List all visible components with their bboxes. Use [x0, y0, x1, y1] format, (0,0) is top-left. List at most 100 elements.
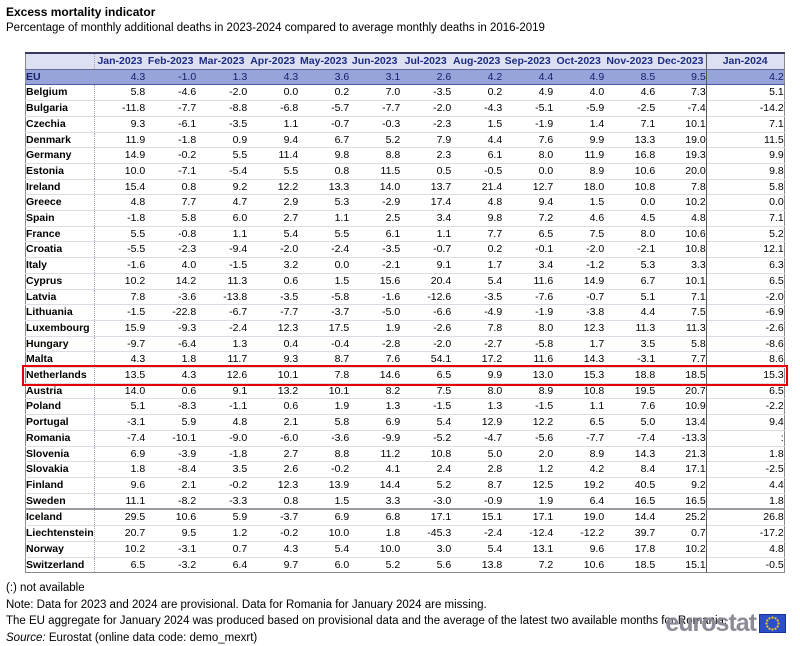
table-cell: -0.4 — [298, 335, 350, 352]
table-row: Sweden 11.1 -8.2 -3.3 0.8 1.5 3.3 -3.0 -0.9 1.9 6.… — [25, 492, 785, 510]
table-cell: 8.9 — [553, 445, 605, 462]
table-cell: 1.2 — [502, 461, 554, 478]
table-cell: 0.2 — [451, 84, 503, 101]
table-cell: 4.3 — [247, 69, 299, 86]
table-cell: 4.8 — [451, 194, 503, 211]
table-cell: 3.2 — [247, 257, 299, 274]
table-cell: 8.9 — [553, 162, 605, 180]
row-label: Malta — [25, 351, 95, 368]
table-cell: 16.5 — [655, 492, 707, 510]
table-cell: 1.8 — [145, 351, 197, 368]
table-cell: -2.5 — [604, 100, 656, 117]
table-cell: 0.6 — [247, 272, 299, 290]
table-cell: 20.7 — [655, 382, 707, 399]
table-row: Italy -1.6 4.0 -1.5 3.2 0.0 -2.1 9.1 1.7 3.4 -1.2 5… — [25, 257, 785, 274]
row-label: Bulgaria — [25, 100, 95, 117]
table-cell: -1.5 — [502, 398, 554, 415]
table-cell: 16.8 — [604, 147, 656, 164]
table-cell: 14.6 — [349, 367, 401, 384]
table-cell: -6.8 — [247, 100, 299, 117]
table-row: Greece 4.8 7.7 4.7 2.9 5.3 -2.9 17.4 4.8 9.4 1.5 0.… — [25, 194, 785, 211]
table-cell: 7.8 — [298, 367, 350, 384]
table-cell: 5.4 — [298, 540, 350, 557]
table-cell: 9.8 — [705, 162, 785, 180]
table-cell: -2.7 — [451, 335, 503, 352]
table-cell: 7.7 — [655, 351, 707, 368]
table-cell: -0.5 — [705, 556, 785, 573]
table-cell: 9.5 — [145, 525, 197, 542]
table-cell: 17.2 — [451, 351, 503, 368]
table-cell: -6.1 — [145, 115, 197, 133]
table-cell: 14.9 — [94, 147, 146, 164]
table-cell: 1.7 — [553, 335, 605, 352]
table-cell: 26.8 — [705, 508, 785, 526]
table-cell: 0.0 — [247, 84, 299, 101]
table-cell: 1.1 — [247, 115, 299, 133]
table-cell: 19.5 — [604, 382, 656, 399]
table-cell: -0.5 — [451, 162, 503, 180]
row-label: Cyprus — [25, 272, 95, 290]
table-cell: 8.0 — [502, 319, 554, 337]
table-cell: -2.9 — [349, 194, 401, 211]
table-cell: 10.2 — [655, 540, 707, 557]
table-cell: 7.5 — [655, 304, 707, 321]
table-cell: 3.5 — [196, 461, 248, 478]
table-cell: -1.9 — [502, 304, 554, 321]
table-cell: 8.4 — [604, 461, 656, 478]
table-cell: -0.2 — [298, 461, 350, 478]
table-cell: -3.1 — [145, 540, 197, 557]
table-cell: 17.1 — [655, 461, 707, 478]
table-cell: 10.1 — [655, 115, 707, 133]
table-cell: -2.4 — [451, 525, 503, 542]
table-cell: -6.4 — [145, 335, 197, 352]
table-cell: 1.8 — [705, 445, 785, 462]
table-cell: 6.7 — [604, 272, 656, 290]
table-cell: 15.1 — [451, 508, 503, 526]
row-label: Denmark — [25, 131, 95, 148]
table-cell: 0.8 — [247, 492, 299, 510]
table-cell: 13.5 — [94, 367, 146, 384]
table-cell: 9.1 — [196, 382, 248, 399]
table-cell: 5.2 — [705, 225, 785, 242]
table-cell: 0.4 — [247, 335, 299, 352]
table-cell: 1.3 — [349, 398, 401, 415]
table-cell: -10.1 — [145, 429, 197, 447]
table-cell: 8.2 — [349, 382, 401, 399]
table-cell: 4.3 — [145, 367, 197, 384]
table-cell: 13.9 — [298, 476, 350, 494]
table-cell: 13.3 — [298, 178, 350, 195]
table-cell: 4.2 — [553, 461, 605, 478]
table-cell: 15.9 — [94, 319, 146, 337]
eurostat-logo: eurostat — [665, 611, 786, 636]
table-cell: 8.0 — [451, 382, 503, 399]
table-cell: 11.7 — [196, 351, 248, 368]
table-cell: 12.2 — [502, 414, 554, 431]
table-cell: 6.0 — [298, 556, 350, 573]
eurostat-logo-text: eurostat — [665, 609, 757, 637]
row-label: Romania — [25, 429, 95, 447]
table-cell: 5.8 — [705, 178, 785, 195]
table-cell: 11.1 — [94, 492, 146, 510]
table-cell: 9.4 — [502, 194, 554, 211]
column-header: Jan-2023 — [94, 53, 146, 70]
table-cell: 7.9 — [400, 131, 452, 148]
table-cell: 5.9 — [145, 414, 197, 431]
table-cell: 2.5 — [349, 210, 401, 227]
table-cell: 6.4 — [196, 556, 248, 573]
table-cell: 40.5 — [604, 476, 656, 494]
table-cell: -3.1 — [604, 351, 656, 368]
row-label: Latvia — [25, 288, 95, 305]
table-cell: 54.1 — [400, 351, 452, 368]
table-cell: 2.1 — [145, 476, 197, 494]
table-cell: 0.5 — [400, 162, 452, 180]
table-cell: -3.0 — [400, 492, 452, 510]
row-label: Slovakia — [25, 461, 95, 478]
table-cell: 9.9 — [451, 367, 503, 384]
table-cell: 25.2 — [655, 508, 707, 526]
table-cell: -6.7 — [196, 304, 248, 321]
table-cell: 5.2 — [349, 556, 401, 573]
table-row: Belgium 5.8 -4.6 -2.0 0.0 0.2 7.0 -3.5 0.2 4.9 4.0… — [25, 84, 785, 101]
table-cell: -1.6 — [349, 288, 401, 305]
table-cell: 11.9 — [94, 131, 146, 148]
table-cell: -0.7 — [298, 115, 350, 133]
